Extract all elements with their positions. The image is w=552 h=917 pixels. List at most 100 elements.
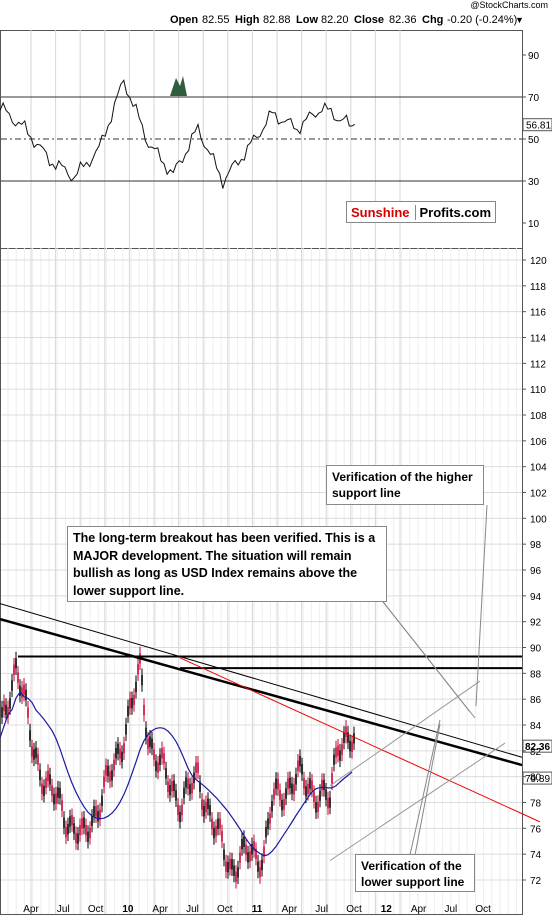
red-trend-line [179,657,541,823]
price-tick-label: 104 [530,463,547,474]
candle-body [245,844,247,855]
candle-body [335,747,337,758]
candle-body [137,664,139,675]
candle-body [353,733,355,744]
rsi-last-value: 56.81 [526,121,551,132]
low-value: 82.20 [321,14,349,26]
candle-body [173,780,175,791]
ma-blue-line [0,691,353,857]
price-tick-label: 74 [530,850,542,861]
candle-body [127,706,129,717]
x-tick-label: Apr [152,904,168,915]
logo-part2: Profits.com [419,204,492,220]
candle-body [209,805,211,816]
candle-body [117,743,119,754]
rsi-tick-label: 50 [528,135,540,146]
candle-body [45,777,47,788]
candle-body [237,867,239,878]
candle-body [297,760,299,771]
candle-body [141,674,143,686]
candle-body [39,769,41,781]
candle-body [325,789,327,800]
candle-body [273,788,275,800]
candle-body [309,778,311,789]
high-label: High [235,14,260,26]
candle-body [83,817,85,828]
price-tick-label: 98 [530,540,542,551]
candle-body [281,800,283,811]
chg-value: -0.20 (-0.24%) [447,14,517,26]
candle-body [339,750,341,761]
x-tick-label: Oct [88,904,104,915]
long-term-trend-line-thin [0,603,523,758]
candle-body [33,749,35,760]
candle-body [63,817,65,828]
candle-body [171,781,173,792]
candle-body [341,744,343,755]
x-tick-label: 10 [122,904,134,915]
candle-body [43,785,45,797]
candle-body [77,833,79,844]
chg-label: Chg [422,14,443,26]
candle-body [267,818,269,829]
candle-body [151,738,153,749]
header-quote: Open 82.55 High 82.88 Low 82.20 Close 82… [170,14,524,26]
candle-body [257,861,259,872]
candle-body [183,787,185,799]
candle-body [291,783,293,794]
rsi-last-value-box [522,118,552,132]
candle-body [349,740,351,752]
candle-body [289,777,291,789]
x-tick-label: Jul [186,904,199,915]
candle-body [219,818,221,829]
callout-pointer [414,723,441,856]
open-value: 82.55 [202,14,230,26]
rsi-line [0,79,356,189]
close-label: Close [354,14,384,26]
candle-body [101,795,103,806]
candle-body [327,798,329,809]
candle-body [155,760,157,772]
candle-body [89,827,91,839]
x-tick-label: Jul [445,904,458,915]
candle-body [317,801,319,813]
candle-body [121,751,123,763]
candle-body [123,743,125,754]
candle-body [255,848,257,860]
price-tick-label: 92 [530,618,542,629]
candle-body [149,736,151,747]
candle-body [231,859,233,870]
candle-body [247,852,249,863]
candle-body [91,815,93,826]
candle-body [97,811,99,822]
candle-body [303,778,305,789]
candle-body [225,861,227,872]
candle-body [269,813,271,824]
candle-body [93,806,95,817]
x-tick-label: Oct [475,904,491,915]
candle-body [75,832,77,844]
candle-body [283,799,285,810]
candle-body [145,727,147,738]
candle-body [69,816,71,827]
candle-body [163,753,165,764]
axis-layer: Apr Jul Oct 10 Apr Jul Oct 11 Apr Jul Oct 12 Apr Jul O… [23,51,552,915]
candle-body [343,732,345,743]
price-last-value-box [522,739,552,753]
candle-body [51,785,53,796]
open-label: Open [170,14,198,26]
price-last-value: 82.36 [525,742,550,753]
chg-down-icon: ▼ [515,15,524,25]
candle-body [311,780,313,791]
price-tick-label: 112 [530,359,546,370]
callout-lower-text: Verification of the lower support line [361,859,465,889]
watermark: @StockCharts.com [470,0,548,10]
rsi-tick-label: 30 [528,177,540,188]
candle-body [17,672,19,683]
price-tick-label: 114 [530,334,546,345]
candle-body [227,861,229,873]
logo-part1: Sunshine [347,204,416,220]
ma-last-value-box [522,771,552,785]
candle-body [107,765,109,777]
